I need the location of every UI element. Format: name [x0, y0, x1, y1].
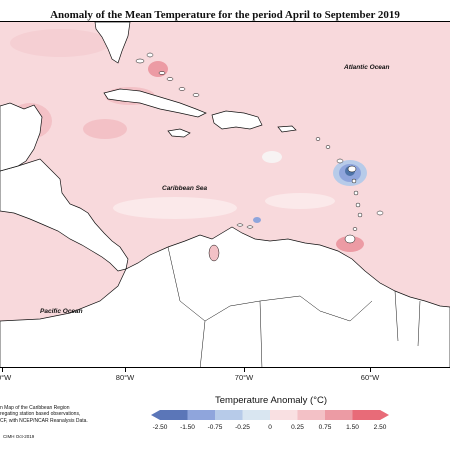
- hispaniola-land: [211, 110, 263, 130]
- neutral-patch-north: [10, 29, 110, 57]
- colorbar-segment: [270, 410, 298, 420]
- anomaly-map: Atlantic Ocean Caribbean Sea Pacific Oce…: [0, 21, 450, 368]
- footnote-line-3: CF, with NCEP/NCAR Reanalysis Data.: [0, 417, 88, 424]
- neutral-patch-central: [265, 193, 335, 209]
- bahamas-islands: [135, 52, 200, 97]
- lon-tick-90: [2, 368, 3, 372]
- lesser-antilles: [315, 137, 384, 244]
- lon-tick-60: [370, 368, 371, 372]
- colorbar-segment: [215, 410, 243, 420]
- florida-land: [94, 22, 131, 64]
- colorbar-segment: [297, 410, 326, 420]
- map-title: Anomaly of the Mean Temperature for the …: [50, 9, 400, 21]
- legend-tick-label: 0.25: [291, 424, 304, 431]
- legend-colorbar: [151, 410, 389, 420]
- legend-tick-label: -1.50: [180, 424, 195, 431]
- legend-tick-label: 0.75: [318, 424, 332, 431]
- cool-patch-small: [253, 217, 261, 223]
- legend-tick-label: -0.25: [235, 424, 250, 431]
- jamaica-land: [167, 128, 191, 138]
- lon-tick-70: [244, 368, 245, 372]
- source-footnote: n Map of the Caribbean Region regating s…: [0, 405, 88, 424]
- south-america-land: [0, 226, 450, 367]
- yucatan-land: [0, 102, 43, 172]
- legend-tick-label: 1.50: [346, 424, 359, 431]
- lon-label-60: 60°W: [360, 373, 380, 382]
- lon-label-80: 80°W: [115, 373, 135, 382]
- cuba-land: [103, 88, 207, 118]
- legend-tick-label: -0.75: [207, 424, 223, 431]
- country-borders: [167, 246, 421, 367]
- legend-tick-label: 2.50: [373, 424, 387, 431]
- abc-islands: [236, 223, 254, 229]
- legend-tick-label: 0: [268, 424, 272, 431]
- central-america-land: [0, 158, 129, 272]
- label-caribbean-sea: Caribbean Sea: [162, 185, 208, 192]
- label-pacific-ocean: Pacific Ocean: [40, 308, 83, 315]
- colorbar-segment: [242, 410, 271, 420]
- legend-title: Temperature Anomaly (°C): [215, 395, 328, 406]
- colorbar-segment: [160, 410, 188, 420]
- neutral-patch-caribbean: [113, 197, 237, 219]
- credit-text: CIMH Oct-2019: [3, 434, 35, 439]
- colorbar-right-arrow: [380, 410, 389, 420]
- footnote-line-2: regating station based observations,: [0, 411, 81, 418]
- neutral-patch-east: [262, 151, 282, 163]
- map-canvas: [0, 22, 450, 367]
- colorbar-segment: [325, 410, 353, 420]
- colorbar-segment: [187, 410, 216, 420]
- footnote-line-1: n Map of the Caribbean Region: [0, 405, 70, 411]
- warm-patch-gulf: [83, 119, 127, 139]
- label-atlantic-ocean: Atlantic Ocean: [344, 64, 390, 71]
- lon-label-90: 90°W: [0, 373, 12, 382]
- legend-tick-label: -2.50: [152, 424, 168, 431]
- colorbar-left-arrow: [151, 410, 160, 420]
- warm-patch-bahamas: [148, 61, 168, 77]
- lon-label-70: 70°W: [234, 373, 254, 382]
- puerto-rico-land: [277, 125, 297, 133]
- lon-tick-80: [125, 368, 126, 372]
- warm-patch-trinidad: [336, 236, 364, 252]
- lake-maracaibo: [208, 244, 220, 262]
- colorbar-segment: [352, 410, 381, 420]
